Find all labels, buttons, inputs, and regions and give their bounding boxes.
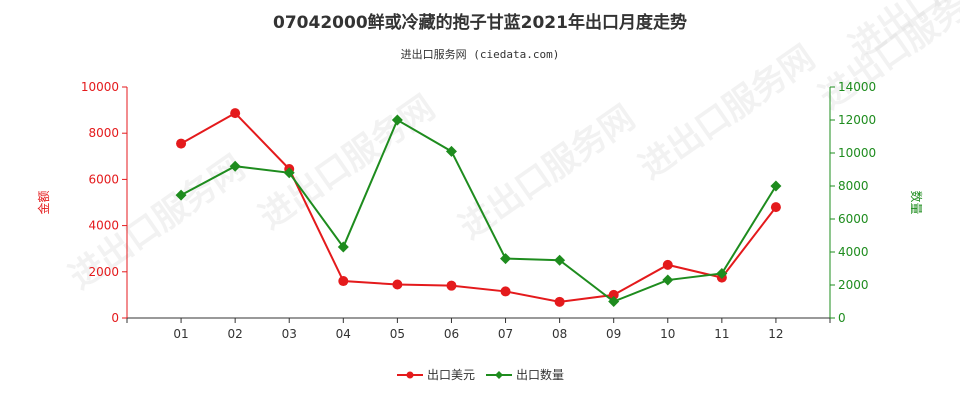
right-y-tick-label: 12000 [838,113,876,127]
x-tick-label: 08 [552,327,567,341]
data-point-qty [283,167,295,179]
data-point-usd [230,108,241,119]
x-tick-label: 10 [660,327,675,341]
x-tick-label: 03 [282,327,297,341]
data-point-usd [392,279,403,290]
data-point-qty [662,274,674,286]
data-point-qty [337,241,349,253]
right-y-tick-label: 8000 [838,179,869,193]
right-y-tick-label: 0 [838,311,846,325]
data-point-usd [770,202,781,213]
right-y-tick-label: 6000 [838,212,869,226]
data-point-qty [229,160,241,172]
data-point-qty [500,253,512,265]
legend-label-usd: 出口美元 [427,368,475,382]
series-line-qty [180,118,777,303]
data-point-usd [176,138,187,149]
left-y-tick-label: 8000 [88,126,119,140]
x-tick-label: 09 [606,327,621,341]
right-y-tick-label: 2000 [838,278,869,292]
chart-title: 07042000鲜或冷藏的抱子甘蓝2021年出口月度走势 [273,13,687,33]
data-point-qty [445,145,457,157]
x-tick-label: 01 [173,327,188,341]
legend-marker [495,371,503,379]
data-point-qty [554,254,566,266]
data-point-usd [662,259,673,270]
data-point-usd [608,289,619,300]
data-point-qty [716,267,728,279]
data-point-usd [500,286,511,297]
legend-label-qty: 出口数量 [516,367,564,382]
right-y-tick-label: 14000 [838,80,876,94]
series-line-usd [180,111,777,303]
x-tick-label: 06 [444,327,459,341]
right-y-axis-title: 数量 [909,190,924,214]
left-y-tick-label: 2000 [88,265,119,279]
x-tick-label: 05 [390,327,405,341]
x-tick-label: 11 [714,327,729,341]
left-y-tick-label: 0 [111,311,119,325]
legend-marker [406,371,414,379]
data-point-usd [446,280,457,291]
data-point-qty [770,180,782,192]
data-point-qty [608,296,620,307]
right-y-tick-label: 4000 [838,245,869,259]
data-point-usd [554,296,565,307]
x-tick-label: 02 [228,327,243,341]
x-tick-label: 12 [768,327,783,341]
left-y-axis-title: 金额 [36,190,51,214]
x-tick-label: 04 [336,327,351,341]
left-y-tick-label: 6000 [88,172,119,186]
right-y-tick-label: 10000 [838,146,876,160]
data-point-qty [175,189,187,201]
data-point-qty [391,114,403,126]
chart-subtitle: 进出口服务网 (ciedata.com) [400,48,560,61]
left-y-tick-label: 4000 [88,219,119,233]
left-y-tick-label: 10000 [81,80,119,94]
x-tick-label: 07 [498,327,513,341]
data-point-usd [338,276,349,287]
